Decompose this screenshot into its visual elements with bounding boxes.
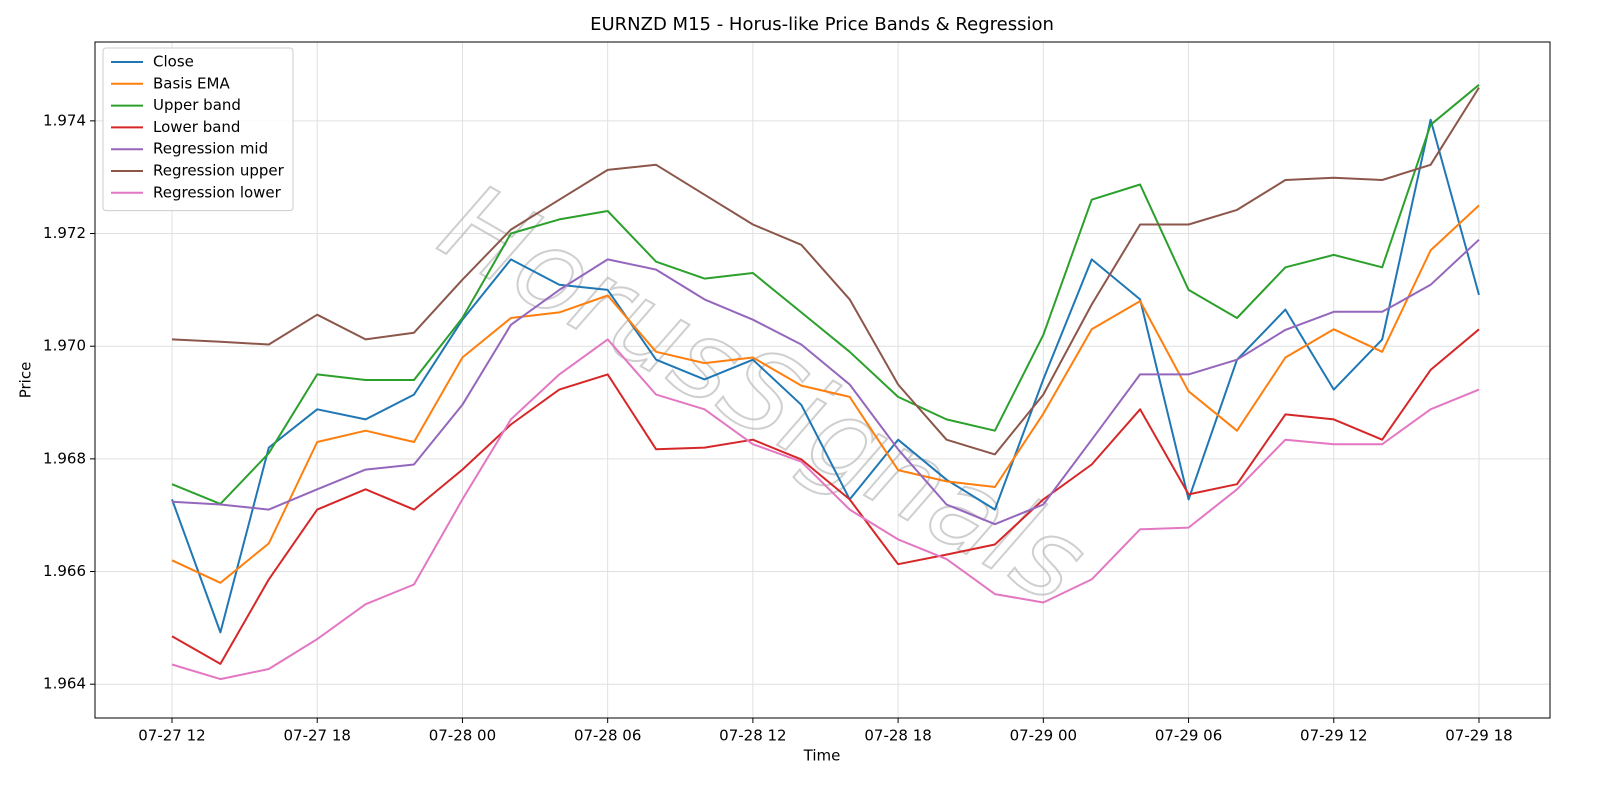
legend-label: Regression upper — [153, 162, 285, 180]
series-line — [171, 204, 1480, 584]
y-tick-label: 1.972 — [43, 224, 86, 242]
legend: Close Basis EMA Upper band Lower band Regres… — [102, 47, 294, 212]
legend-label: Lower band — [153, 118, 240, 136]
series-line — [171, 338, 1480, 681]
series-line — [171, 328, 1480, 665]
series-line — [171, 238, 1480, 526]
plot-frame — [94, 41, 1551, 719]
y-tick-label: 1.966 — [43, 562, 86, 580]
y-tick-label: 1.970 — [43, 337, 86, 355]
x-tick-label: 07-28 18 — [864, 727, 931, 745]
x-tick-label: 07-29 06 — [1155, 727, 1222, 745]
series-line — [171, 87, 1480, 456]
series-line — [171, 118, 1480, 634]
legend-label: Upper band — [153, 96, 241, 114]
legend-label: Regression mid — [153, 140, 268, 158]
series-line — [171, 84, 1480, 505]
x-tick-label: 07-28 12 — [719, 727, 786, 745]
legend-label: Regression lower — [153, 183, 282, 201]
x-tick-label: 07-29 18 — [1445, 727, 1512, 745]
legend-label: Close — [153, 53, 194, 71]
x-tick-label: 07-28 06 — [574, 727, 641, 745]
x-tick-label: 07-27 12 — [138, 727, 205, 745]
legend-label: Basis EMA — [153, 74, 230, 92]
x-tick-label: 07-29 00 — [1010, 727, 1077, 745]
y-tick-label: 1.968 — [43, 449, 86, 467]
x-tick-label: 07-28 00 — [429, 727, 496, 745]
y-tick-label: 1.974 — [43, 111, 86, 129]
y-axis-label: Price — [17, 362, 35, 399]
x-axis-label: Time — [803, 747, 841, 765]
x-tick-label: 07-29 12 — [1300, 727, 1367, 745]
chart-title: EURNZD M15 - Horus-like Price Bands & Re… — [590, 14, 1054, 35]
legend-box — [102, 47, 294, 212]
x-tick-label: 07-27 18 — [283, 727, 350, 745]
y-tick-label: 1.964 — [43, 675, 86, 693]
